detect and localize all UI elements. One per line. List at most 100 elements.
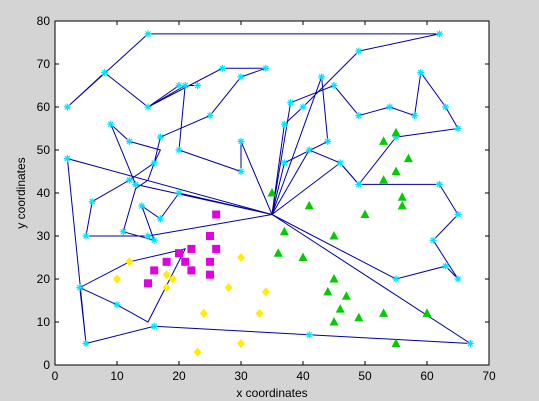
depot-star-marker — [392, 275, 400, 283]
depot-star-marker — [125, 137, 133, 145]
green-triangle-marker — [379, 175, 389, 184]
depot-star-marker — [454, 125, 462, 132]
depot-star-marker — [150, 322, 158, 330]
yellow-diamond-marker — [125, 257, 134, 267]
x-tick-label: 30 — [234, 369, 248, 383]
depot-star-marker — [175, 82, 183, 89]
depot-star-marker — [355, 47, 363, 55]
depot-star-marker — [318, 73, 326, 81]
depot-star-marker — [138, 202, 146, 210]
x-tick-label: 0 — [52, 369, 59, 383]
magenta-square-marker — [212, 244, 221, 253]
depot-star-marker — [305, 331, 313, 339]
x-tick-label: 70 — [482, 369, 496, 383]
depot-star-marker — [82, 340, 90, 347]
depot-star-marker — [262, 64, 270, 72]
depot-star-marker — [237, 168, 245, 175]
depot-star-marker — [237, 137, 245, 145]
depot-star-marker — [119, 228, 127, 236]
depot-star-marker — [82, 232, 90, 240]
depot-star-marker — [144, 232, 152, 240]
yellow-diamond-marker — [237, 339, 245, 348]
yellow-diamond-marker — [193, 347, 202, 357]
depot-star-marker — [330, 82, 338, 89]
yellow-diamond-marker — [162, 283, 171, 293]
yellow-diamond-marker — [168, 274, 177, 284]
depot-star-marker — [355, 112, 363, 120]
green-triangle-marker — [335, 304, 345, 313]
depot-star-marker — [181, 82, 189, 89]
depot-star-marker — [299, 103, 307, 111]
green-triangle-marker — [379, 308, 389, 317]
magenta-square-marker — [206, 270, 214, 279]
green-triangle-marker — [391, 166, 401, 175]
green-triangle-marker — [267, 188, 277, 197]
depot-star-marker — [442, 262, 450, 270]
yellow-diamond-marker — [224, 283, 233, 293]
depot-star-marker — [101, 69, 109, 77]
green-triangle-marker — [397, 192, 407, 201]
depot-star-marker — [287, 99, 295, 107]
depot-star-marker — [454, 275, 462, 283]
depot-star-marker — [429, 236, 437, 244]
y-tick-label: 10 — [37, 315, 51, 329]
depot-star-marker — [417, 69, 425, 77]
depot-star-marker — [466, 340, 474, 347]
depot-star-marker — [194, 82, 202, 89]
depot-star-marker — [107, 120, 115, 128]
green-triangle-marker — [323, 286, 333, 296]
yellow-diamond-marker — [199, 308, 208, 318]
green-triangle-marker — [329, 274, 339, 283]
depot-star-marker — [355, 180, 363, 188]
route-line-4 — [110, 123, 273, 242]
depot-star-marker — [324, 137, 332, 145]
green-triangle-marker — [273, 248, 283, 257]
x-tick-label: 50 — [358, 369, 372, 383]
depot-star-marker — [156, 133, 164, 141]
depot-star-marker — [454, 211, 462, 218]
depot-star-marker — [175, 189, 183, 197]
y-tick-label: 70 — [37, 57, 51, 71]
depot-star-marker — [175, 146, 183, 154]
y-tick-label: 80 — [37, 14, 51, 28]
magenta-square-marker — [206, 232, 214, 240]
depot-star-marker — [76, 284, 84, 292]
y-tick-label: 40 — [37, 186, 51, 200]
magenta-square-marker — [187, 244, 196, 253]
route-line-2 — [67, 33, 440, 215]
y-tick-label: 30 — [37, 229, 51, 243]
depot-star-marker — [280, 120, 288, 128]
depot-star-marker — [305, 146, 313, 154]
depot-star-marker — [435, 180, 443, 188]
x-tick-label: 40 — [296, 369, 310, 383]
depot-star-marker — [144, 30, 152, 38]
depot-star-marker — [435, 30, 443, 38]
green-triangle-marker — [329, 231, 339, 240]
markers — [63, 30, 474, 357]
green-triangle-marker — [298, 252, 308, 261]
magenta-square-marker — [206, 257, 214, 266]
depot-star-marker — [237, 73, 245, 81]
x-tick-label: 10 — [110, 369, 124, 383]
depot-star-marker — [206, 112, 214, 120]
green-triangle-marker — [379, 136, 389, 145]
green-triangle-marker — [354, 312, 364, 322]
yellow-diamond-marker — [162, 270, 171, 280]
magenta-square-marker — [212, 210, 221, 219]
depot-star-marker — [442, 103, 450, 111]
depot-star-marker — [411, 112, 419, 120]
green-triangle-marker — [403, 153, 413, 163]
x-tick-label: 60 — [420, 369, 434, 383]
depot-star-marker — [156, 215, 164, 223]
magenta-square-marker — [175, 249, 183, 258]
green-triangle-marker — [304, 200, 314, 210]
green-triangle-marker — [422, 308, 432, 317]
magenta-square-marker — [150, 266, 159, 275]
yellow-diamond-marker — [237, 253, 245, 262]
green-triangle-marker — [279, 226, 289, 236]
depot-star-marker — [63, 103, 71, 111]
route-line-1 — [85, 67, 273, 237]
depot-star-marker — [63, 155, 71, 163]
axis-ticks: 0 10 20 30 40 50 60 70 0 10 20 30 40 50 60 70 80 — [37, 14, 496, 383]
